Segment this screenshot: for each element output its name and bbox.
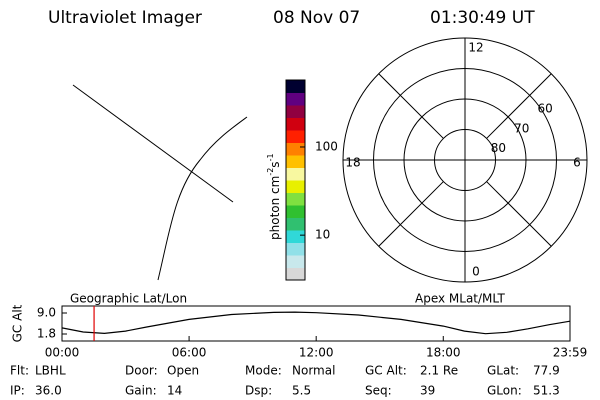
y-axis-label: GC Alt	[11, 304, 25, 342]
mlt-spoke	[378, 181, 444, 247]
field-value: LBHL	[35, 364, 66, 378]
footer: Flt: LBHL Door: Open Mode: Normal GC Alt: 2.1 R…	[10, 364, 560, 398]
field-label: Seq:	[365, 384, 392, 398]
left-title: Geographic Lat/Lon	[70, 292, 187, 306]
colorbar-label-part: -1	[266, 153, 275, 161]
color-band	[286, 105, 305, 118]
x-tick-label: 18:00	[426, 346, 461, 360]
mlt-label: 0	[472, 265, 480, 279]
field-label: GLon:	[487, 384, 522, 398]
color-band	[286, 205, 305, 218]
field-value: 2.1 Re	[420, 364, 458, 378]
field-value: 36.0	[35, 384, 62, 398]
color-band	[286, 267, 305, 281]
lat-label: 60	[537, 102, 552, 116]
field-value: 14	[167, 384, 182, 398]
x-tick-label: 00:00	[45, 346, 80, 360]
field-label: Gain:	[125, 384, 157, 398]
color-band	[286, 255, 305, 268]
color-band	[286, 217, 305, 231]
instrument: Ultraviolet Imager	[48, 8, 202, 28]
y-tick-label: 9.0	[37, 306, 56, 320]
color-band	[286, 142, 305, 156]
field-value: 51.3	[533, 384, 560, 398]
lat-label: 70	[514, 121, 529, 135]
field-label: GC Alt:	[365, 364, 407, 378]
color-band	[286, 180, 305, 193]
colorbar-label: photon cm-2s-1	[266, 153, 282, 240]
colorbar-tick-label: 100	[315, 139, 338, 153]
mlt-label: 18	[345, 156, 360, 170]
x-tick-label: 12:00	[299, 346, 334, 360]
color-band	[286, 230, 305, 243]
color-band	[286, 192, 305, 206]
time: 01:30:49 UT	[430, 8, 535, 28]
colorbar-label-part: s	[268, 161, 282, 167]
color-band	[286, 167, 305, 181]
date: 08 Nov 07	[273, 8, 360, 28]
mlt-label: 12	[468, 41, 483, 55]
colorbar: 10 100 photon cm-2s-1	[266, 79, 338, 281]
field-label: Mode:	[245, 364, 282, 378]
mlt-label: 6	[573, 156, 581, 170]
mlt-spoke	[486, 181, 552, 247]
field-label: Door:	[125, 364, 158, 378]
field-value: 39	[420, 384, 435, 398]
right-title: Apex MLat/MLT	[415, 292, 505, 306]
x-tick-label: 06:00	[172, 346, 207, 360]
color-band	[286, 130, 305, 143]
colorbar-label-part: -2	[266, 168, 275, 176]
field-label: Dsp:	[245, 384, 272, 398]
colorbar-frame	[285, 79, 306, 281]
mlt-spoke	[378, 73, 444, 139]
lat-label: 80	[491, 141, 506, 155]
map-line	[72, 84, 234, 203]
color-band	[286, 242, 305, 256]
color-band	[286, 80, 305, 93]
field-value: Open	[167, 364, 199, 378]
mlt-spoke	[486, 73, 552, 139]
field-label: GLat:	[487, 364, 519, 378]
x-tick-label: 23:59	[553, 346, 588, 360]
map-curve	[157, 116, 248, 281]
field-value: Normal	[292, 364, 335, 378]
field-value: 77.9	[533, 364, 560, 378]
color-band	[286, 155, 305, 168]
field-label: IP:	[10, 384, 25, 398]
color-band	[286, 92, 305, 106]
colorbar-label-part: photon cm	[268, 176, 282, 240]
altitude-plot: Geographic Lat/Lon Apex MLat/MLT GC Alt 9.0…	[11, 292, 588, 360]
color-band	[286, 117, 305, 131]
colorbar-tick-label: 10	[315, 228, 330, 242]
altitude-curve	[61, 311, 571, 335]
field-label: Flt:	[10, 364, 29, 378]
field-value: 5.5	[292, 384, 311, 398]
y-tick-label: 1.8	[37, 327, 56, 341]
